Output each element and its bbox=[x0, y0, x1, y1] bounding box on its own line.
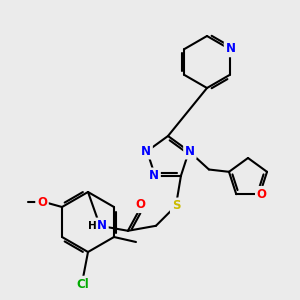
Text: N: N bbox=[149, 169, 159, 182]
Text: Cl: Cl bbox=[76, 278, 89, 290]
Text: O: O bbox=[257, 188, 267, 201]
Text: H: H bbox=[88, 221, 96, 231]
Text: N: N bbox=[97, 219, 107, 232]
Text: N: N bbox=[185, 145, 195, 158]
Text: O: O bbox=[37, 196, 47, 208]
Text: N: N bbox=[226, 43, 236, 56]
Text: O: O bbox=[135, 198, 145, 211]
Text: N: N bbox=[141, 145, 151, 158]
Text: S: S bbox=[172, 199, 180, 212]
